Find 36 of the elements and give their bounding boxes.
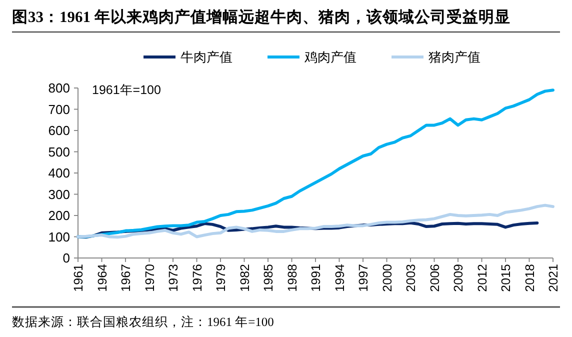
x-tick-label: 1979 xyxy=(214,264,228,292)
x-tick-label: 2015 xyxy=(499,264,513,292)
y-tick-label: 200 xyxy=(48,208,70,223)
x-tick-label: 1973 xyxy=(166,264,180,292)
x-tick-label: 1985 xyxy=(262,264,276,292)
x-tick-label: 1964 xyxy=(95,264,110,292)
x-tick-label: 2012 xyxy=(475,264,490,292)
legend-label: 鸡肉产值 xyxy=(304,50,356,64)
annotation: 数据来源：联合国粮农组织，注：1961 年=100 xyxy=(12,315,274,329)
x-tick-label: 1970 xyxy=(142,264,157,292)
x-tick-label: 1997 xyxy=(356,264,370,292)
y-tick-label: 500 xyxy=(48,144,70,160)
x-tick-label: 1976 xyxy=(190,264,204,292)
y-tick-label: 400 xyxy=(48,166,70,180)
x-tick-label: 2018 xyxy=(522,264,537,292)
y-tick-label: 700 xyxy=(48,102,70,117)
x-tick-label: 2009 xyxy=(452,264,466,292)
y-tick-label: 800 xyxy=(48,80,70,96)
x-tick-label: 1982 xyxy=(238,264,252,292)
legend-label: 猪肉产值 xyxy=(428,50,480,64)
legend-label: 牛肉产值 xyxy=(180,50,232,64)
x-tick-label: 1991 xyxy=(309,264,323,292)
y-tick-label: 600 xyxy=(48,123,70,138)
x-tick-label: 1994 xyxy=(332,264,347,292)
title: 图33：1961 年以来鸡肉产值增幅远超牛肉、猪肉，该领域公司受益明显 xyxy=(12,9,510,26)
y-tick-label: 0 xyxy=(62,250,70,266)
x-tick-label: 1988 xyxy=(285,264,300,292)
y-tick-label: 300 xyxy=(48,186,70,202)
annotation: 1961年=100 xyxy=(92,83,161,97)
x-tick-label: 2006 xyxy=(428,264,442,292)
x-tick-label: 2000 xyxy=(380,264,394,292)
y-tick-label: 100 xyxy=(48,229,70,244)
x-tick-label: 2003 xyxy=(404,264,418,292)
x-tick-label: 1961 xyxy=(72,264,86,292)
x-tick-label: 1967 xyxy=(119,264,133,292)
x-tick-label: 2021 xyxy=(546,264,560,292)
